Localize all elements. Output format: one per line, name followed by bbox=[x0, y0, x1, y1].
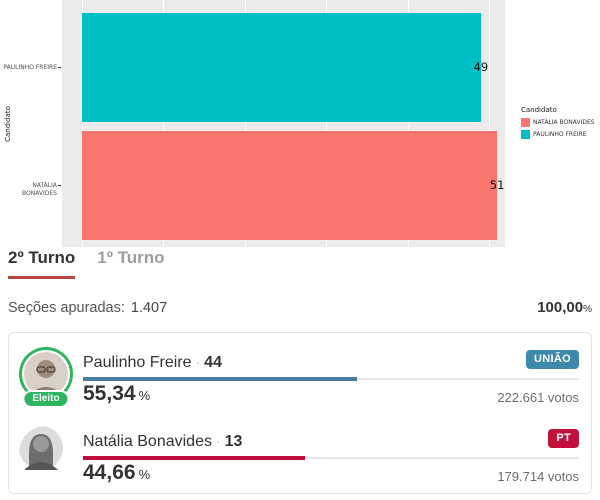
legend-entry: PAULINHO FREIRE bbox=[521, 130, 595, 139]
chart-bar bbox=[82, 131, 498, 240]
legend-label: PAULINHO FREIRE bbox=[533, 131, 587, 138]
secoes-apuradas: Seções apuradas: 1.407 bbox=[8, 300, 167, 316]
secoes-apuradas-value: 1.407 bbox=[130, 300, 168, 316]
vote-progress bbox=[83, 456, 579, 460]
percent-value: 55,34 bbox=[83, 382, 136, 405]
apuracao-percent-value: 100,00 bbox=[537, 299, 584, 316]
apuracao-bar: Seções apuradas: 1.407 100,00% bbox=[8, 299, 592, 316]
votes-count: 222.661 votos bbox=[497, 390, 579, 405]
candidate-name-line: Paulinho Freire · 44 bbox=[83, 354, 222, 372]
avatar-ring bbox=[19, 426, 73, 480]
candidate-row: Eleito Paulinho Freire · 44 UNIÃO 55,34% 2… bbox=[9, 333, 591, 409]
candidate-number: 44 bbox=[204, 354, 222, 371]
bar-value-label: 51 bbox=[489, 178, 505, 192]
separator-dot: · bbox=[195, 354, 201, 370]
votes-count: 179.714 votos bbox=[497, 469, 579, 484]
chart-bar bbox=[82, 13, 481, 122]
percent-sign: % bbox=[138, 388, 151, 403]
progress-fill bbox=[83, 456, 305, 460]
tab-segundo-turno[interactable]: 2º Turno bbox=[8, 248, 76, 279]
candidate-photo bbox=[19, 426, 73, 480]
axis-tick bbox=[58, 67, 61, 68]
results-card: Eleito Paulinho Freire · 44 UNIÃO 55,34% 2… bbox=[8, 332, 592, 494]
candidate-name: Paulinho Freire bbox=[83, 354, 192, 371]
candidate-number: 13 bbox=[224, 433, 243, 450]
vote-progress bbox=[83, 377, 579, 381]
y-axis-tick-label: PAULINHO FREIRE bbox=[3, 64, 57, 71]
gridline bbox=[326, 0, 327, 247]
progress-fill bbox=[83, 377, 358, 381]
candidate-row: Natália Bonavides · 13 PT 44,66% 179.714 v… bbox=[9, 412, 591, 488]
avatar: Eleito bbox=[19, 347, 73, 408]
gridline bbox=[82, 0, 83, 247]
candidate-name-line: Natália Bonavides · 13 bbox=[83, 433, 242, 451]
gridline bbox=[489, 0, 490, 247]
percent-line: 55,34% bbox=[83, 382, 150, 406]
tab-primeiro-turno[interactable]: 1º Turno bbox=[97, 248, 165, 267]
chart-plot-panel: 49 51 bbox=[62, 0, 505, 247]
chart-legend: Candidato NATÁLIA BONAVIDES PAULINHO FRE… bbox=[521, 106, 595, 142]
y-axis-tick-label: NATÁLIA BONAVIDES bbox=[21, 182, 57, 197]
apuracao-percent: 100,00% bbox=[537, 299, 592, 316]
bar-value-label: 49 bbox=[473, 60, 489, 74]
candidate-name: Natália Bonavides bbox=[83, 433, 212, 450]
legend-swatch bbox=[521, 118, 530, 127]
percent-sign: % bbox=[138, 467, 151, 482]
party-badge: PT bbox=[548, 429, 579, 448]
legend-label: NATÁLIA BONAVIDES bbox=[533, 119, 595, 126]
secoes-apuradas-label: Seções apuradas: bbox=[8, 300, 125, 316]
party-badge: UNIÃO bbox=[526, 350, 579, 369]
legend-swatch bbox=[521, 130, 530, 139]
gridline bbox=[163, 0, 164, 247]
legend-title: Candidato bbox=[521, 106, 557, 114]
elected-badge: Eleito bbox=[22, 390, 70, 408]
gridline bbox=[245, 0, 246, 247]
separator-dot: · bbox=[215, 433, 221, 449]
percent-value: 44,66 bbox=[83, 461, 136, 484]
turno-tabs: 2º Turno 1º Turno bbox=[8, 248, 165, 279]
y-axis-title: Candidato bbox=[4, 106, 12, 142]
percent-line: 44,66% bbox=[83, 461, 150, 485]
results-bar-chart: 49 51 PAULINHO FREIRE NATÁLIA BONAVIDES … bbox=[0, 0, 600, 248]
axis-tick bbox=[58, 185, 61, 186]
avatar bbox=[19, 426, 73, 480]
gridline bbox=[408, 0, 409, 247]
percent-sign: % bbox=[583, 304, 592, 315]
progress-track bbox=[83, 457, 579, 459]
legend-entry: NATÁLIA BONAVIDES bbox=[521, 118, 595, 127]
